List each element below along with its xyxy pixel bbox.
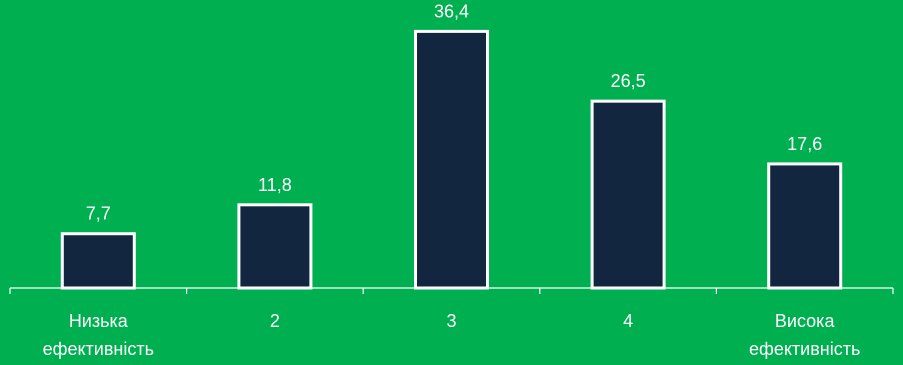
bar-value-label: 26,5 <box>611 71 646 91</box>
bar <box>237 203 313 290</box>
bars-group <box>60 29 843 290</box>
bar <box>60 232 136 290</box>
bar <box>414 29 489 290</box>
bar-value-label: 17,6 <box>787 134 822 154</box>
bar-value-label: 7,7 <box>86 204 111 224</box>
category-label: Низька ефективність <box>43 311 154 359</box>
bar <box>590 99 666 290</box>
category-label: 4 <box>623 311 633 331</box>
bar-value-label: 11,8 <box>258 175 292 195</box>
category-label: Висока ефективність <box>749 311 860 359</box>
category-label-line: 4 <box>623 311 633 331</box>
bar <box>767 162 843 290</box>
category-label-line: ефективність <box>749 339 860 359</box>
category-label-line: ефективність <box>43 339 154 359</box>
x-axis-ticks <box>9 288 894 294</box>
category-labels-group: Низька ефективність 2 3 4 Висока ефективність <box>43 311 861 359</box>
category-label-line: 3 <box>446 311 456 331</box>
category-label-line: 2 <box>270 311 280 331</box>
category-label-line: Низька <box>69 311 129 331</box>
bar-value-label: 36,4 <box>434 1 469 21</box>
category-label: 3 <box>446 311 456 331</box>
category-label-line: Висока <box>775 311 836 331</box>
value-labels-group: 7,7 11,8 36,4 26,5 17,6 <box>86 1 822 223</box>
category-label: 2 <box>270 311 280 331</box>
